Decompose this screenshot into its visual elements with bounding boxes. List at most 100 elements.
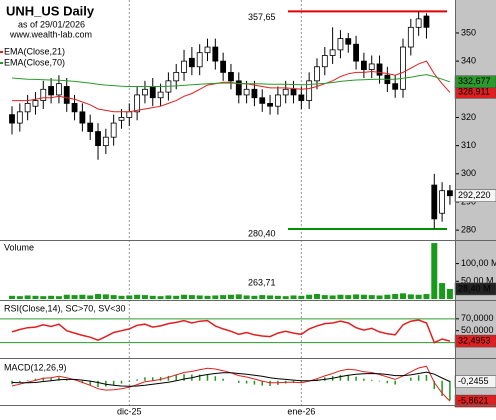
candle-body: [360, 60, 367, 70]
volume-bar: [165, 295, 172, 299]
volume-bar: [9, 295, 15, 299]
candle-body: [290, 88, 297, 96]
volume-bar: [313, 294, 320, 299]
volume-bar: [102, 294, 109, 299]
volume-bar: [48, 295, 55, 299]
volume-bar: [235, 294, 242, 299]
volume-bar: [181, 294, 188, 299]
ema-line: [12, 60, 451, 113]
volume-bar: [353, 294, 360, 299]
subtitle: as of 29/01/2026: [18, 19, 85, 29]
volume-bar: [243, 295, 250, 299]
level-label: 357,65: [248, 12, 276, 22]
volume-bar: [423, 294, 430, 299]
volume-bar: [384, 294, 391, 299]
volume-bar: [321, 295, 328, 299]
legend-entry: EMA(Close,21): [4, 46, 65, 56]
volume-bar: [282, 296, 289, 299]
volume-bar: [251, 295, 258, 299]
volume-bar: [267, 295, 274, 299]
volume-bar: [337, 294, 344, 299]
candle-body: [431, 184, 438, 220]
volume-bar: [204, 295, 211, 299]
level-label: 280,40: [248, 228, 276, 238]
candle-body: [95, 131, 101, 147]
candle-body: [212, 46, 219, 62]
volume-bar: [40, 296, 47, 299]
candle-body: [87, 122, 94, 132]
candle-body: [314, 66, 320, 82]
volume-bar: [126, 295, 133, 299]
candle-body: [423, 15, 430, 28]
volume-bar: [290, 295, 297, 299]
y-tick-label: 100,00 M: [461, 258, 496, 268]
annotation: 263,71: [248, 277, 276, 287]
candle-body: [337, 38, 344, 51]
volume-bar: [227, 294, 234, 299]
volume-bar: [95, 294, 102, 299]
y-tick-label: 300: [461, 168, 476, 178]
last-value-label: 328,911: [458, 87, 490, 97]
candle-body: [353, 43, 359, 62]
chart-title: UNH_US Daily: [6, 3, 95, 18]
volume-bar: [376, 295, 383, 299]
candle-body: [251, 88, 258, 99]
volume-bar: [32, 295, 39, 299]
volume-bar: [141, 295, 148, 299]
volume-bar: [439, 283, 446, 299]
labels: UNH_US Daily as of 29/01/2026 www.wealth…: [4, 3, 276, 372]
volume-bar: [360, 294, 367, 299]
volume-bar: [274, 295, 281, 299]
candle-body: [9, 114, 15, 124]
pane-title: Volume: [4, 242, 34, 252]
volume-bar: [196, 295, 203, 299]
volume-bar: [118, 295, 125, 299]
volume-bar: [446, 288, 453, 299]
candle-body: [376, 63, 383, 76]
volume-bar: [306, 294, 313, 299]
volume-bar: [392, 294, 399, 299]
candle-body: [181, 60, 187, 73]
last-value-label: -0,2455: [458, 376, 489, 386]
y-tick-label: 280: [461, 225, 476, 235]
volume-bar: [134, 294, 141, 299]
candle-body: [306, 80, 313, 101]
candle-body: [188, 57, 195, 68]
grid: [128, 0, 302, 405]
volume-bar: [431, 243, 438, 299]
source: www.wealth-lab.com: [9, 29, 92, 39]
candle-body: [345, 38, 352, 45]
candle-body: [110, 122, 117, 138]
candle-body: [447, 190, 453, 197]
candle-body: [134, 94, 141, 113]
candle-body: [56, 83, 62, 96]
pane-borders: [0, 0, 496, 406]
candle-body: [235, 80, 242, 96]
y-tick-label: 340: [461, 56, 476, 66]
volume-bar: [71, 295, 78, 299]
candle-body: [282, 88, 289, 96]
candle-body: [267, 102, 273, 107]
volume-bar: [415, 294, 422, 299]
candle-body: [102, 136, 109, 147]
pane-title: MACD(12,26,9): [4, 362, 67, 372]
x-tick-label: dic-25: [117, 406, 142, 416]
candle-body: [173, 71, 180, 82]
volume-bar: [400, 293, 406, 299]
y-tick-label: 50,00 M: [461, 276, 494, 286]
candle-body: [40, 88, 47, 101]
volume-bar: [298, 295, 305, 299]
last-volume-label: 28,40 M: [458, 283, 491, 293]
candle-body: [415, 18, 422, 28]
x-tick-label: ene-26: [287, 406, 315, 416]
candle-body: [329, 49, 336, 56]
candle-body: [24, 102, 31, 113]
candle-body: [196, 52, 203, 68]
candle-body: [157, 91, 164, 99]
volume-bar: [79, 294, 86, 299]
candle-body: [149, 86, 156, 99]
last-value-label: 332,677: [458, 76, 491, 86]
volume-bar: [149, 295, 156, 299]
legend-entry: EMA(Close,70): [4, 57, 65, 67]
